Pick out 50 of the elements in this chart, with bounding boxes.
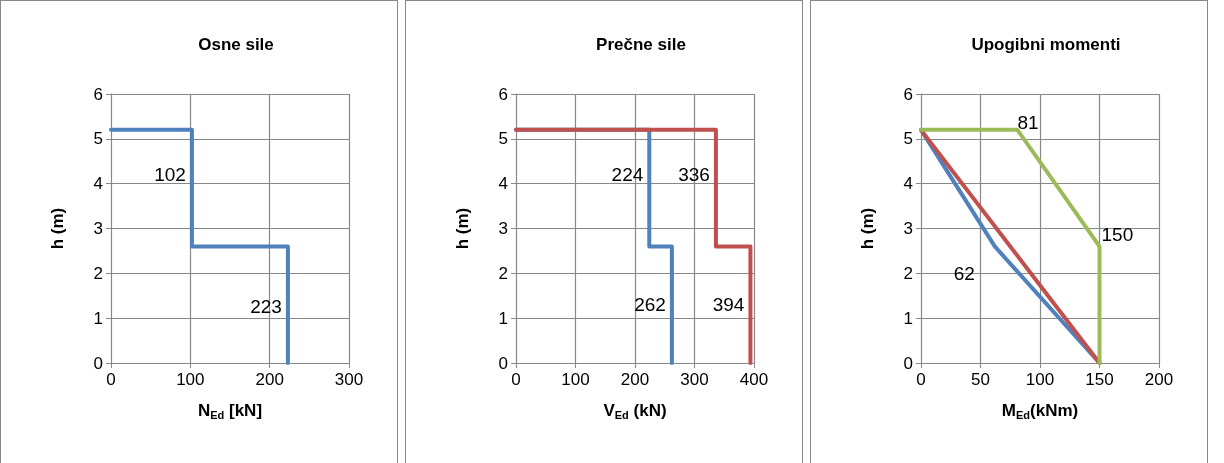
x-tick-label: 150 xyxy=(1085,370,1114,389)
chart-title: Prečne sile xyxy=(596,35,686,54)
y-tick-label: 0 xyxy=(93,353,103,373)
x-tick-label: 300 xyxy=(680,370,709,389)
y-tick-label: 0 xyxy=(903,353,913,373)
y-tick-label: 1 xyxy=(903,308,913,328)
annotation: 394 xyxy=(712,294,745,316)
y-axis-title: h (m) xyxy=(453,207,472,250)
x-tick-label: 200 xyxy=(255,370,284,389)
annotation: 62 xyxy=(953,263,975,285)
chart-title: Osne sile xyxy=(198,35,274,54)
x-tick-label: 50 xyxy=(971,370,990,389)
y-tick-label: 5 xyxy=(498,129,508,149)
y-tick-label: 3 xyxy=(498,219,508,238)
y-tick-label: 2 xyxy=(93,263,103,283)
x-tick-label: 200 xyxy=(1144,370,1174,389)
x-tick-label: 100 xyxy=(1025,370,1055,389)
y-axis-title: h (m) xyxy=(48,207,67,250)
y-tick-label: 0 xyxy=(498,353,508,373)
y-axis-title: h (m) xyxy=(858,207,877,250)
annotation: 224 xyxy=(611,164,644,186)
x-tick-label: 100 xyxy=(561,370,590,389)
y-tick-label: 2 xyxy=(498,263,508,283)
x-tick-label: 100 xyxy=(176,370,205,389)
x-tick-label: 200 xyxy=(620,370,650,389)
x-tick-label: 0 xyxy=(106,370,116,389)
annotation: 223 xyxy=(250,296,282,318)
y-tick-label: 1 xyxy=(93,308,103,328)
y-tick-label: 3 xyxy=(93,219,103,238)
x-tick-label: 0 xyxy=(511,370,521,389)
annotation: 262 xyxy=(634,294,666,316)
annotation: 336 xyxy=(678,164,710,186)
y-tick-label: 4 xyxy=(93,174,103,194)
y-tick-label: 3 xyxy=(903,219,913,238)
y-tick-label: 6 xyxy=(93,84,103,104)
y-tick-label: 4 xyxy=(498,174,508,194)
y-tick-label: 4 xyxy=(903,174,913,194)
y-tick-label: 6 xyxy=(903,84,913,104)
annotation: 81 xyxy=(1017,111,1039,133)
annotation: 102 xyxy=(154,164,186,186)
x-tick-label: 400 xyxy=(739,370,769,389)
y-tick-label: 5 xyxy=(903,129,913,149)
x-tick-label: 0 xyxy=(916,370,926,389)
x-tick-label: 300 xyxy=(334,370,364,389)
y-tick-label: 6 xyxy=(498,84,508,104)
y-tick-label: 5 xyxy=(93,129,103,149)
y-tick-label: 1 xyxy=(498,308,508,328)
chart-title: Upogibni momenti xyxy=(971,35,1121,54)
y-tick-label: 2 xyxy=(903,263,913,283)
annotation: 150 xyxy=(1101,224,1134,246)
